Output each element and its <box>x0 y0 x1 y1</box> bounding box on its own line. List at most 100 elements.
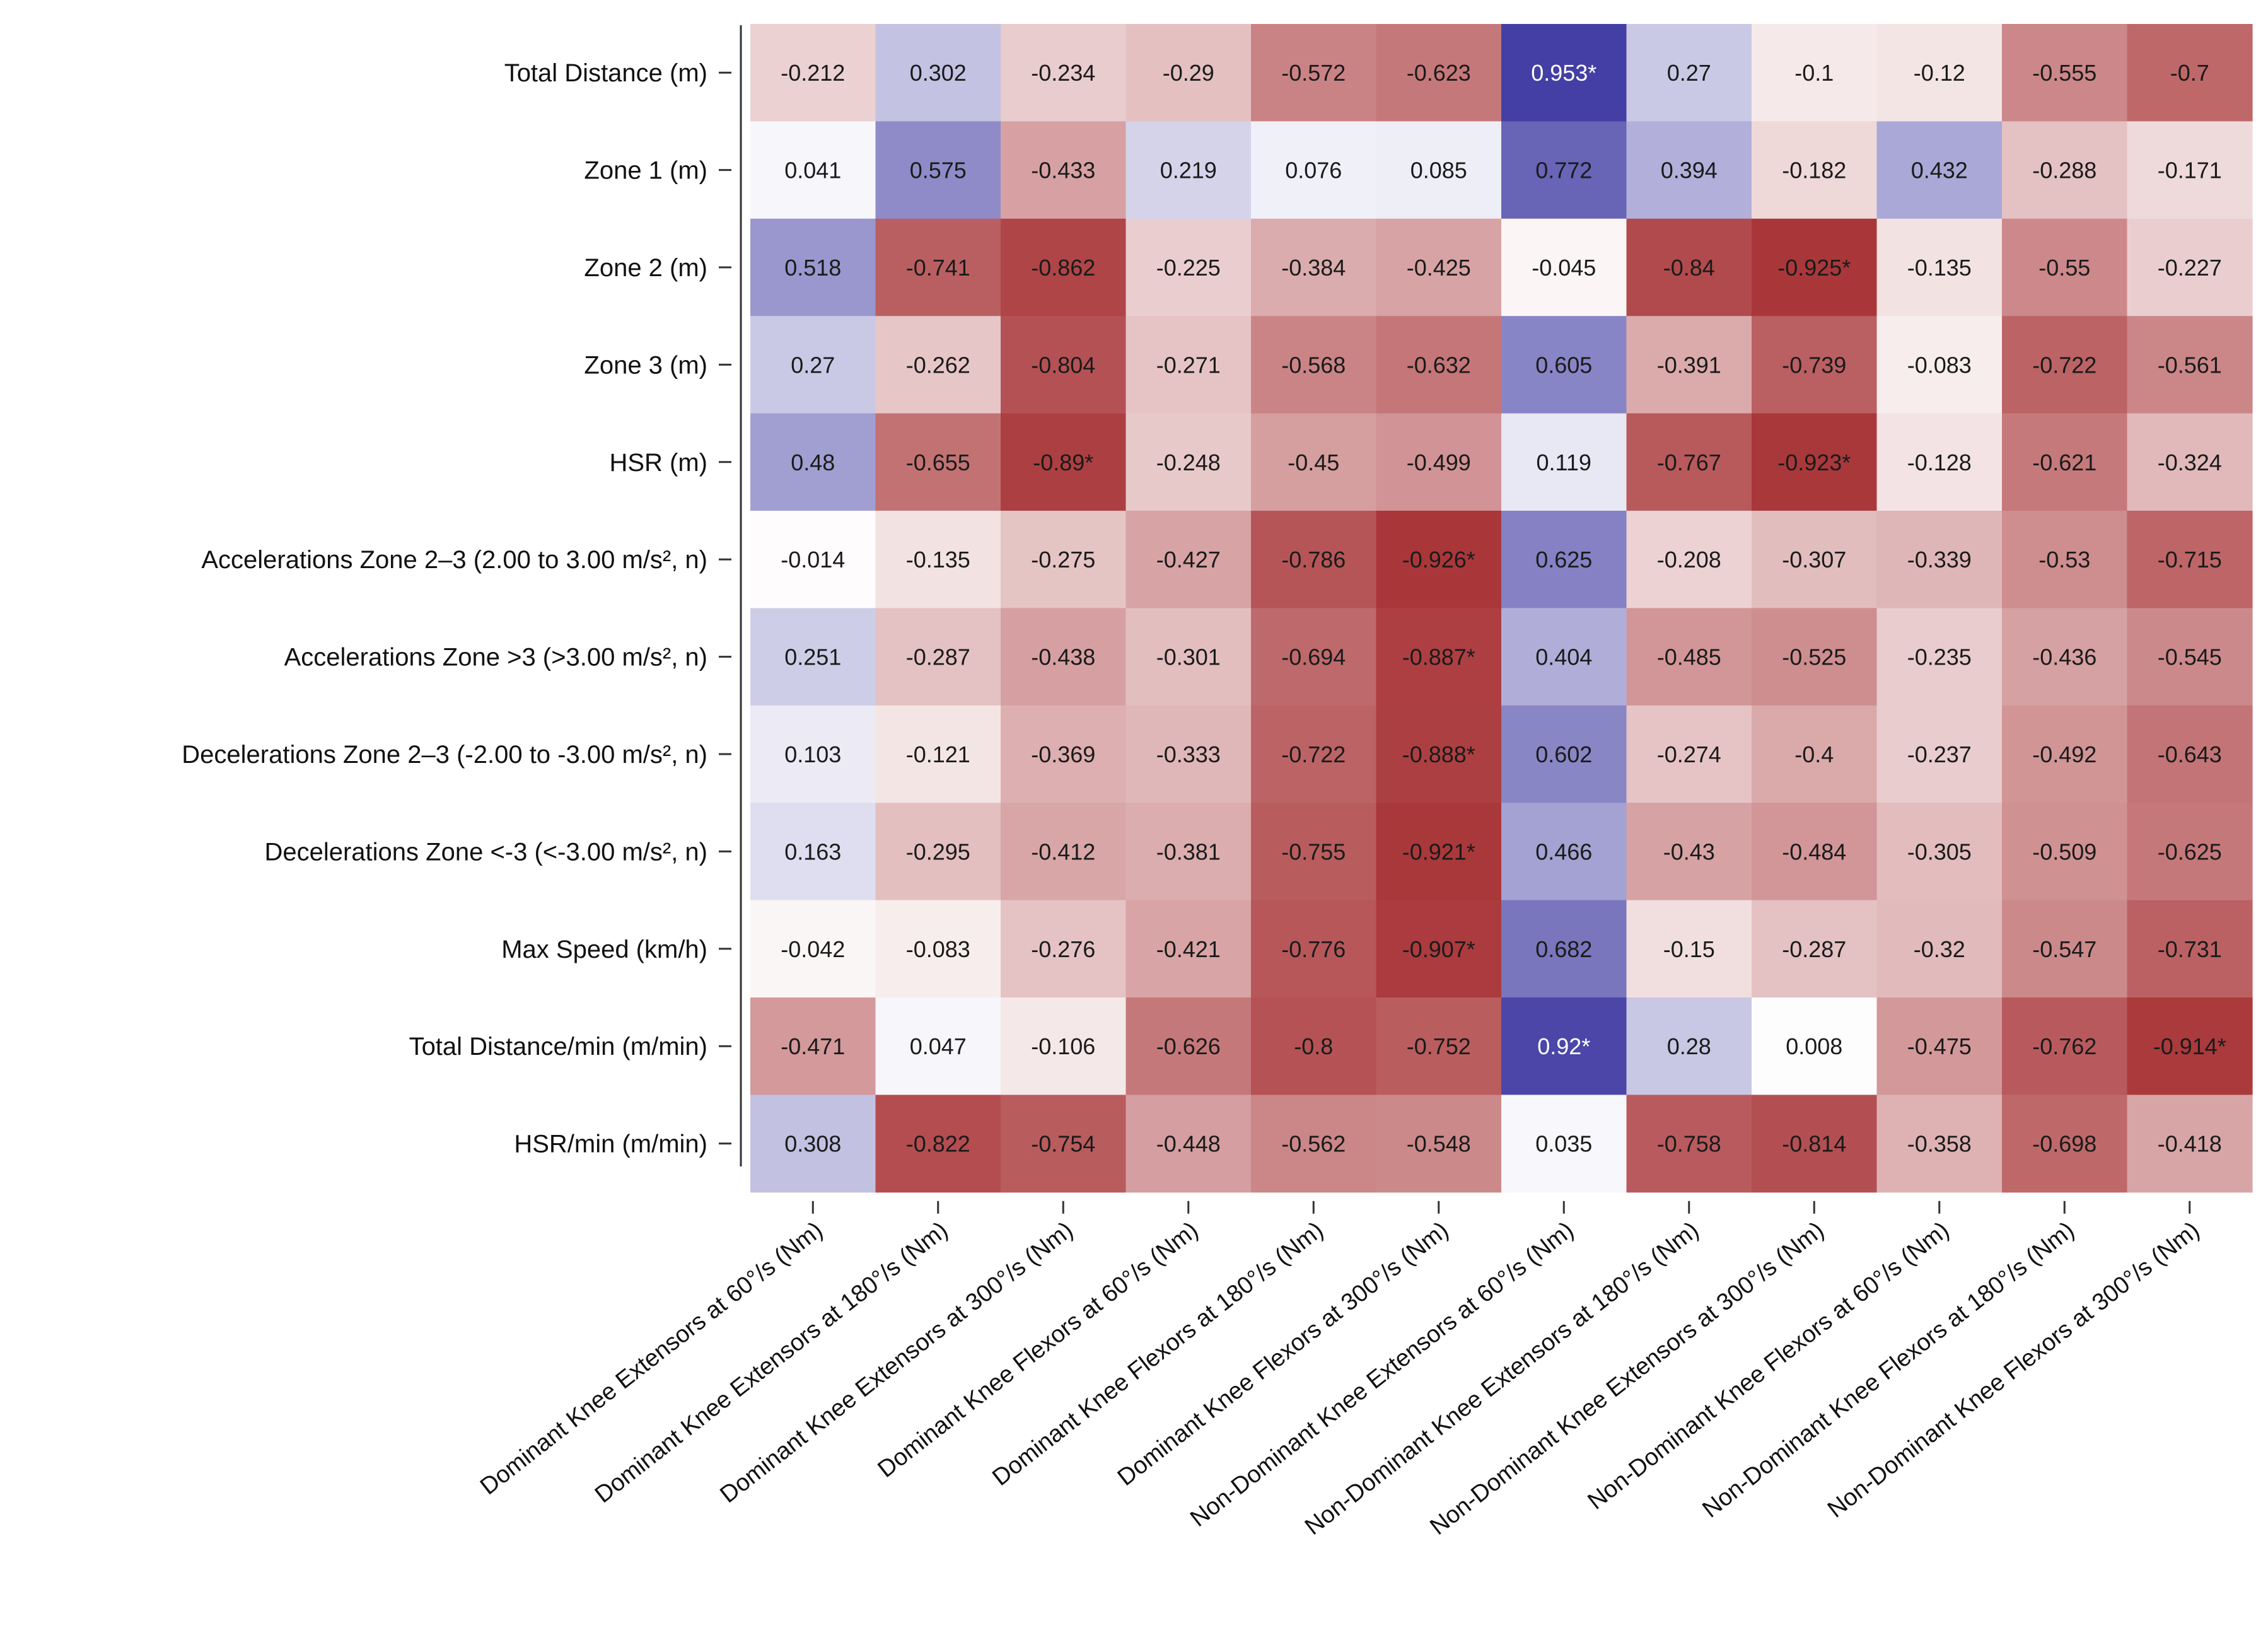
heatmap-cell <box>1001 1095 1127 1193</box>
row-label: Zone 2 (m) <box>584 254 707 282</box>
cell-value-label: -0.433 <box>1031 158 1095 183</box>
row-label: Accelerations Zone 2–3 (2.00 to 3.00 m/s… <box>201 546 707 574</box>
heatmap-cell <box>2002 997 2128 1095</box>
cell-value-label: -0.754 <box>1031 1131 1095 1157</box>
cell-value-label: -0.237 <box>1907 741 1972 767</box>
heatmap-cell <box>1376 608 1502 706</box>
cell-value-label: -0.106 <box>1031 1033 1095 1059</box>
heatmap-cell <box>1001 413 1127 511</box>
cell-value-label: -0.287 <box>906 644 970 670</box>
cell-value-label: -0.621 <box>2032 450 2096 475</box>
heatmap-cell <box>2127 608 2253 706</box>
cell-value-label: -0.55 <box>2038 255 2090 281</box>
heatmap-cell <box>1251 705 1377 803</box>
cell-value-label: -0.045 <box>1532 255 1596 281</box>
heatmap-cell <box>750 997 876 1095</box>
cell-value-label: -0.212 <box>781 60 845 86</box>
heatmap-cell <box>1752 121 1878 219</box>
heatmap-cell <box>1501 316 1627 414</box>
heatmap-cell <box>1376 316 1502 414</box>
cell-value-label: -0.914* <box>2153 1033 2226 1059</box>
cell-value-label: -0.262 <box>906 352 970 378</box>
cell-value-label: -0.208 <box>1657 547 1721 573</box>
cell-value-label: -0.369 <box>1031 741 1095 767</box>
heatmap-cell <box>2002 803 2128 901</box>
row-label: Decelerations Zone <-3 (<-3.00 m/s², n) <box>264 838 707 866</box>
cell-value-label: -0.171 <box>2158 158 2222 183</box>
heatmap-cell <box>1626 608 1752 706</box>
cell-value-label: 0.041 <box>784 158 841 183</box>
heatmap-cell <box>1125 413 1252 511</box>
cell-value-label: -0.1 <box>1794 60 1834 86</box>
heatmap-cell <box>2127 218 2253 317</box>
heatmap-cell <box>1752 413 1878 511</box>
cell-value-label: -0.301 <box>1156 644 1221 670</box>
heatmap-cell <box>1001 997 1127 1095</box>
heatmap-cell <box>1626 316 1752 414</box>
cell-value-label: -0.698 <box>2032 1131 2096 1157</box>
heatmap-cell <box>1251 608 1377 706</box>
row-label: HSR/min (m/min) <box>514 1131 707 1158</box>
heatmap-cell <box>875 997 1001 1095</box>
cell-value-label: -0.12 <box>1914 60 1965 86</box>
cell-value-label: -0.421 <box>1156 936 1221 962</box>
cell-value-label: 0.119 <box>1537 450 1591 475</box>
heatmap-cell <box>875 900 1001 998</box>
cell-value-label: -0.888* <box>1402 741 1475 767</box>
cell-value-label: -0.562 <box>1281 1131 1346 1157</box>
cell-value-label: -0.225 <box>1156 255 1221 281</box>
heatmap-cell <box>1752 1095 1878 1193</box>
cell-value-label: -0.275 <box>1031 547 1095 573</box>
cell-value-label: -0.358 <box>1907 1131 1972 1157</box>
heatmap-cell <box>1626 803 1752 901</box>
heatmap-cell <box>1251 511 1377 608</box>
cell-value-label: -0.7 <box>2170 60 2209 86</box>
cell-value-label: -0.121 <box>906 741 970 767</box>
heatmap-cell <box>1501 997 1627 1095</box>
heatmap-cell <box>1376 218 1502 317</box>
cell-value-label: -0.235 <box>1907 644 1972 670</box>
heatmap-cell <box>1001 511 1127 608</box>
heatmap-cell <box>875 803 1001 901</box>
heatmap-cell <box>1626 1095 1752 1193</box>
cell-value-label: 0.103 <box>784 741 841 767</box>
cell-value-label: -0.295 <box>906 839 970 864</box>
cell-value-label: 0.251 <box>784 644 841 670</box>
cell-value-label: 0.772 <box>1535 158 1592 183</box>
cell-value-label: -0.814 <box>1782 1131 1846 1157</box>
heatmap-cell <box>1626 121 1752 219</box>
heatmap-cell <box>1125 316 1252 414</box>
cell-value-label: -0.623 <box>1407 60 1471 86</box>
heatmap-cell <box>1501 1095 1627 1193</box>
heatmap-cell <box>1001 218 1127 317</box>
cell-value-label: -0.499 <box>1407 450 1471 475</box>
cell-value-label: 0.076 <box>1285 158 1342 183</box>
heatmap-cell <box>1376 121 1502 219</box>
cell-value-label: -0.715 <box>2158 547 2222 573</box>
cell-value-label: -0.548 <box>1407 1131 1471 1157</box>
heatmap-cell <box>1125 997 1252 1095</box>
heatmap-cell <box>1376 511 1502 608</box>
heatmap-cell <box>2002 511 2128 608</box>
cell-value-label: -0.568 <box>1281 352 1346 378</box>
cell-value-label: -0.339 <box>1907 547 1972 573</box>
heatmap-cell <box>1125 218 1252 317</box>
cell-value-label: -0.8 <box>1294 1033 1333 1059</box>
heatmap-cell <box>1251 413 1377 511</box>
heatmap-cell <box>1251 803 1377 901</box>
heatmap-cell <box>750 218 876 317</box>
cell-value-label: -0.288 <box>2032 158 2096 183</box>
cell-value-label: 0.404 <box>1535 644 1592 670</box>
heatmap-cell <box>1876 608 2003 706</box>
cell-value-label: -0.391 <box>1657 352 1721 378</box>
cell-value-label: -0.248 <box>1156 450 1221 475</box>
heatmap-cell <box>750 24 876 122</box>
cell-value-label: -0.274 <box>1657 741 1721 767</box>
heatmap-cell <box>875 413 1001 511</box>
heatmap-cell <box>750 511 876 608</box>
cell-value-label: -0.755 <box>1281 839 1346 864</box>
heatmap-cell <box>875 218 1001 317</box>
heatmap-cell <box>750 316 876 414</box>
cell-value-label: -0.381 <box>1156 839 1221 864</box>
heatmap-cell <box>2127 1095 2253 1193</box>
